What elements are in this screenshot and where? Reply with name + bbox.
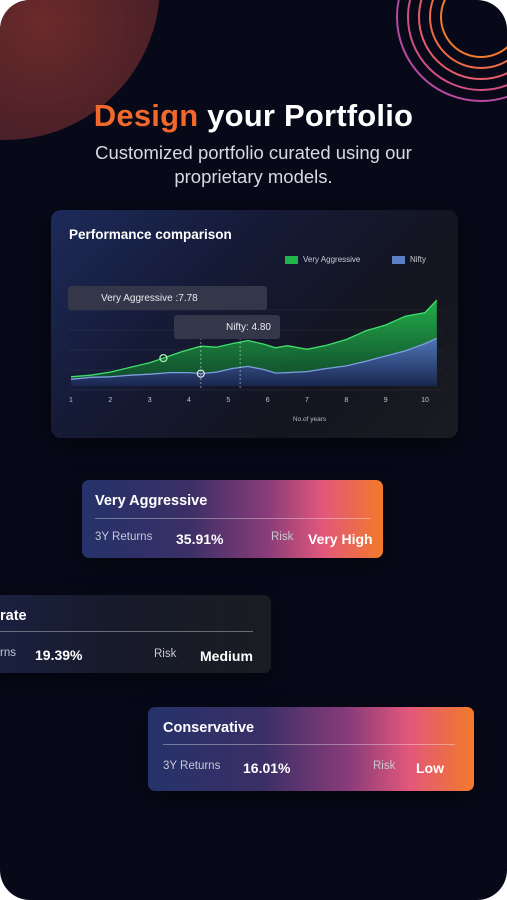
tooltip-nifty: Nifty: 4.80	[174, 315, 280, 339]
risk-value: Low	[416, 760, 444, 776]
risk-value: Medium	[200, 648, 253, 664]
data-point-marker[interactable]	[159, 353, 168, 363]
returns-label: rns	[0, 647, 16, 659]
x-tick-label: 4	[187, 397, 191, 404]
risk-label: Risk	[154, 648, 177, 660]
x-tick-label: 3	[147, 397, 152, 404]
divider	[0, 631, 253, 632]
legend-nifty: Nifty	[392, 255, 426, 264]
legend-swatch-blue	[392, 255, 405, 264]
returns-value: 19.39%	[35, 647, 83, 663]
series-area-very-aggressive	[71, 300, 437, 386]
portfolio-card-moderate[interactable]: rate rns 19.39% Risk Medium	[0, 595, 271, 673]
page-subtitle: Customized portfolio curated using our p…	[95, 142, 412, 187]
risk-label: Risk	[271, 531, 294, 543]
x-tick-label: 6	[265, 397, 270, 404]
x-tick-label: 5	[226, 397, 231, 404]
portfolio-name: Very Aggressive	[95, 493, 208, 509]
x-tick-label: 8	[344, 397, 349, 404]
x-tick-label: 7	[305, 397, 309, 404]
series-line-very-aggressive	[70, 299, 438, 378]
portfolio-card-very-aggressive[interactable]: Very Aggressive 3Y Returns 35.91% Risk V…	[82, 480, 383, 558]
divider	[95, 518, 371, 519]
portfolio-card-conservative[interactable]: Conservative 3Y Returns 16.01% Risk Low	[148, 707, 474, 791]
page-title-rest: your Portfolio	[198, 98, 414, 133]
data-point-marker[interactable]	[196, 369, 205, 378]
returns-value: 35.91%	[176, 531, 224, 547]
returns-label: 3Y Returns	[163, 760, 221, 772]
risk-label: Risk	[373, 760, 396, 772]
divider	[163, 744, 455, 745]
legend-label: Nifty	[410, 255, 426, 264]
tooltip-very-aggressive: Very Aggressive :7.78	[68, 286, 267, 310]
risk-value: Very High	[308, 531, 373, 547]
page-title-accent: Design	[93, 98, 199, 133]
chart-plot-area	[68, 299, 443, 391]
portfolio-name: rate	[0, 608, 27, 624]
x-tick-label: 10	[421, 397, 429, 404]
concentric-arcs-decoration	[396, 0, 507, 102]
x-tick-label: 1	[69, 397, 73, 404]
performance-chart-card: Performance comparison Very Aggressive N…	[51, 210, 458, 438]
portfolio-name: Conservative	[163, 720, 255, 736]
legend-very-aggressive: Very Aggressive	[285, 255, 360, 264]
legend-swatch-green	[285, 255, 298, 264]
x-axis-label: No.of years	[292, 416, 327, 423]
x-tick-label: 9	[383, 397, 388, 404]
returns-value: 16.01%	[243, 760, 291, 776]
page-title: Design your Portfolio	[0, 98, 507, 134]
legend-label: Very Aggressive	[303, 255, 361, 264]
x-axis-ticks: 1 2 3 4 5 6 7 8 9 10	[51, 397, 458, 409]
x-tick-label: 2	[108, 397, 113, 404]
chart-title: Performance comparison	[69, 227, 232, 242]
returns-label: 3Y Returns	[95, 531, 153, 543]
series-line-nifty	[70, 337, 438, 380]
series-area-nifty	[71, 338, 437, 386]
